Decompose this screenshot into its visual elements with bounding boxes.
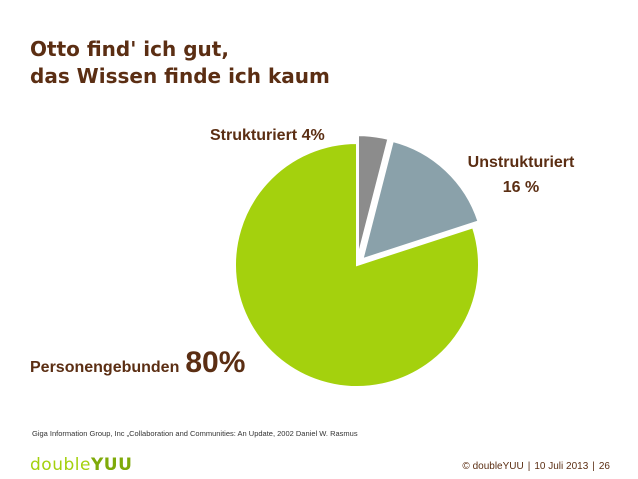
doubleyuu-logo: doubleYUU [30, 455, 132, 475]
logo-text-yuu: YUU [90, 455, 133, 475]
pie-slice-strukturiert [357, 134, 390, 258]
label-strukturiert: Strukturiert 4% [210, 127, 325, 144]
footer-info: © doubleYUU | 10 Juli 2013 | 26 [462, 461, 610, 472]
pie-slice-unstrukturiert [361, 139, 480, 261]
footer-date: 10 Juli 2013 [534, 461, 589, 472]
slide-title-line1: Otto find' ich gut, [30, 37, 229, 61]
label-personengebunden-name: Personengebunden [30, 359, 180, 376]
pie-slice-personengebunden [234, 141, 480, 388]
footer-copyright: © doubleYUU [462, 461, 524, 472]
slide-title: Otto find' ich gut, das Wissen finde ich… [30, 36, 330, 90]
source-citation: Giga Information Group, Inc „Collaborati… [32, 429, 358, 438]
footer-separator: | [527, 461, 531, 472]
footer-separator: | [592, 461, 595, 472]
slide-title-line2: das Wissen finde ich kaum [30, 64, 330, 88]
label-unstrukturiert-value: 16 % [502, 179, 540, 196]
label-personengebunden-value: 80% [185, 346, 246, 379]
footer-page-number: 26 [598, 461, 610, 472]
label-unstrukturiert-name: Unstrukturiert [467, 154, 575, 171]
label-unstrukturiert: Unstrukturiert 16 % [455, 150, 587, 200]
label-personengebunden: Personengebunden 80% [30, 346, 245, 380]
logo-text-double: double [30, 455, 91, 475]
